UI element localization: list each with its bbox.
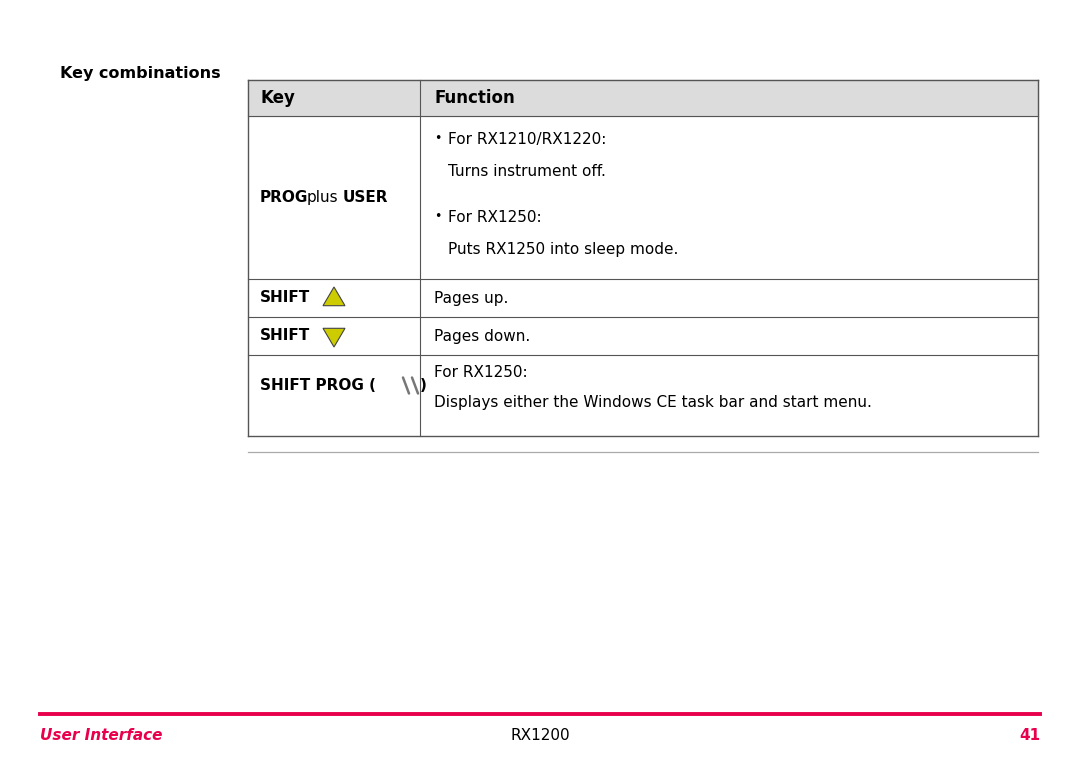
Text: For RX1210/RX1220:: For RX1210/RX1220:: [448, 132, 606, 147]
Text: Turns instrument off.: Turns instrument off.: [448, 164, 606, 179]
Text: SHIFT: SHIFT: [260, 329, 310, 343]
Text: PROG: PROG: [260, 190, 309, 205]
Text: For RX1250:: For RX1250:: [434, 365, 528, 380]
Text: Displays either the Windows CE task bar and start menu.: Displays either the Windows CE task bar …: [434, 395, 872, 410]
Polygon shape: [323, 287, 345, 306]
Text: For RX1250:: For RX1250:: [448, 210, 542, 225]
Text: Key combinations: Key combinations: [60, 66, 220, 81]
Text: plus: plus: [307, 190, 339, 205]
Text: USER: USER: [343, 190, 389, 205]
Text: SHIFT PROG (: SHIFT PROG (: [260, 378, 376, 393]
Text: User Interface: User Interface: [40, 728, 162, 743]
Text: Pages up.: Pages up.: [434, 290, 509, 306]
Text: •: •: [434, 132, 442, 145]
Polygon shape: [248, 80, 1038, 116]
Text: •: •: [434, 210, 442, 223]
Text: ): ): [420, 378, 427, 393]
Text: RX1200: RX1200: [510, 728, 570, 743]
Text: SHIFT: SHIFT: [260, 290, 310, 306]
Text: Function: Function: [434, 89, 515, 107]
Text: Pages down.: Pages down.: [434, 329, 530, 343]
Text: 41: 41: [1018, 728, 1040, 743]
Polygon shape: [323, 329, 345, 347]
Text: Key: Key: [260, 89, 295, 107]
Text: Puts RX1250 into sleep mode.: Puts RX1250 into sleep mode.: [448, 242, 678, 257]
